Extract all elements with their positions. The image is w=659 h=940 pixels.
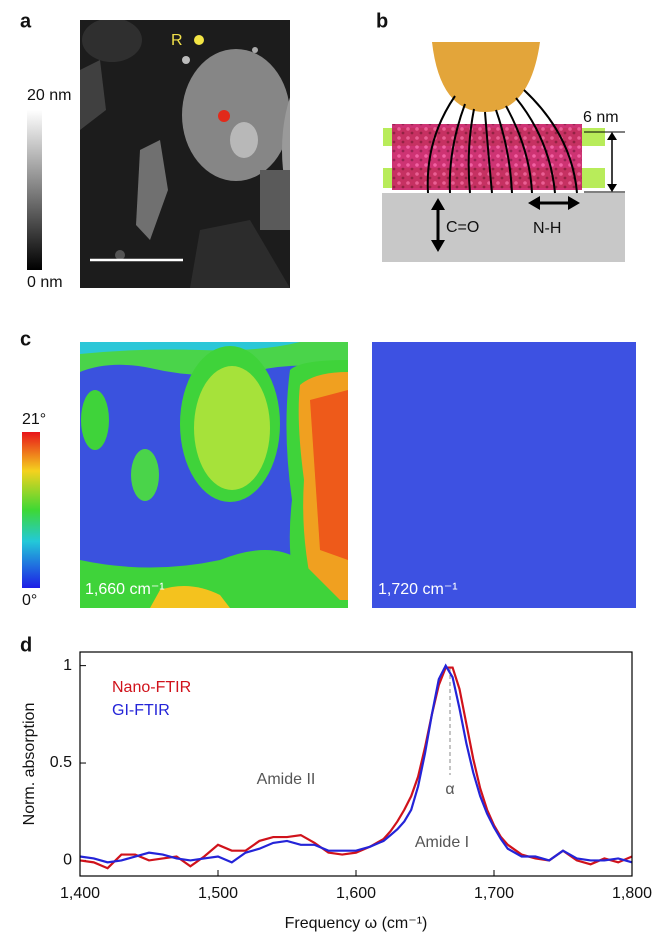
y-axis-label: Norm. absorption xyxy=(21,703,38,826)
annotation: Amide II xyxy=(257,771,316,788)
image-label: 1,660 cm⁻¹ xyxy=(85,581,165,598)
measure-point xyxy=(218,110,230,122)
phase-image xyxy=(372,342,636,608)
x-tick-label: 1,600 xyxy=(336,885,376,902)
phase-image xyxy=(80,342,348,608)
spectrum-line xyxy=(79,666,633,870)
annotation: Amide I xyxy=(415,834,469,851)
spectrum-line xyxy=(79,663,633,864)
phase-colorbar xyxy=(22,432,40,588)
x-tick-label: 1,700 xyxy=(474,885,514,902)
mode-label: N-H xyxy=(533,220,561,237)
field-lines xyxy=(426,89,578,194)
colorbar-label: 0 nm xyxy=(27,274,63,291)
arrow-heads xyxy=(431,198,445,252)
reference-label: R xyxy=(171,32,183,49)
mode-label: C=O xyxy=(446,219,479,236)
colorbar-label: 21° xyxy=(22,411,46,428)
legend-entry: GI-FTIR xyxy=(112,702,170,719)
y-tick-label: 0 xyxy=(63,852,72,869)
plot-frame xyxy=(79,651,633,877)
image-label: 1,720 cm⁻¹ xyxy=(378,581,458,598)
panel-label: c xyxy=(20,328,31,350)
arrow-heads xyxy=(528,196,580,210)
reference-point xyxy=(194,35,204,45)
afm-topography xyxy=(80,20,290,288)
colorbar-label: 20 nm xyxy=(27,87,71,104)
y-tick-label: 1 xyxy=(63,657,72,674)
y-tick-label: 0.5 xyxy=(50,754,72,771)
afm-tip xyxy=(432,42,540,112)
annotation: α xyxy=(445,781,454,798)
x-tick-label: 1,400 xyxy=(60,885,100,902)
x-tick-label: 1,500 xyxy=(198,885,238,902)
height-colorbar xyxy=(27,110,42,270)
legend-entry: Nano-FTIR xyxy=(112,679,191,696)
panel-label: d xyxy=(20,634,32,656)
colorbar-label: 0° xyxy=(22,592,37,609)
panel-label: a xyxy=(20,10,32,32)
x-axis-label: Frequency ω (cm⁻¹) xyxy=(285,915,428,932)
thickness-label: 6 nm xyxy=(583,109,619,126)
x-tick-label: 1,800 xyxy=(612,885,652,902)
panel-label: b xyxy=(376,10,388,32)
spectrum-chart: 1,400 1,500 1,600 1,700 1,800 0 0.5 1 Norm. abso… xyxy=(21,651,652,932)
substrate xyxy=(382,193,625,262)
